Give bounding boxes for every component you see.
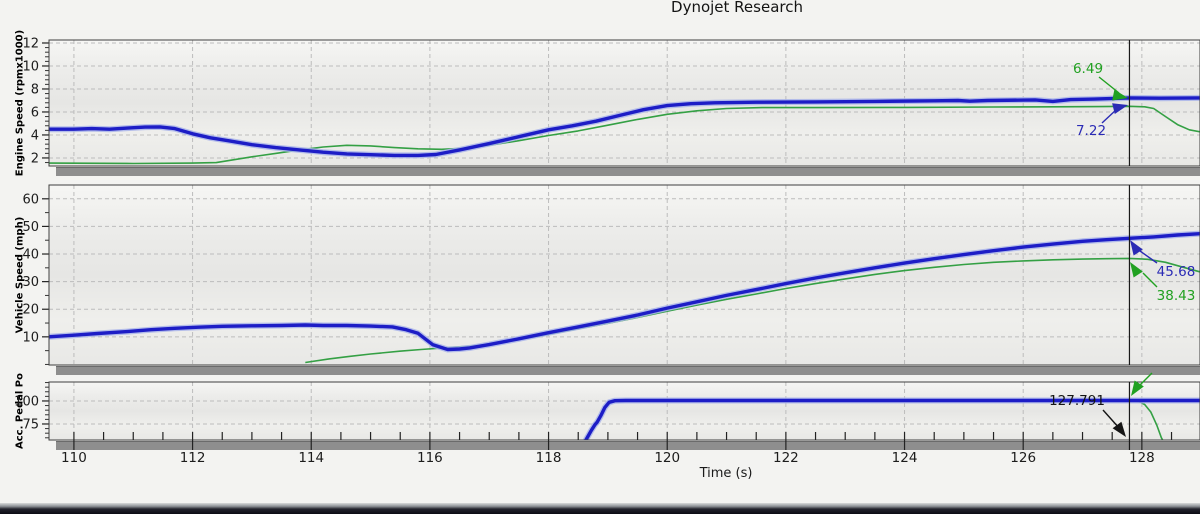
annotation-arrowhead xyxy=(1130,262,1143,278)
acc-pedal-position-plot-area[interactable] xyxy=(49,382,1200,440)
x-tick-label: 118 xyxy=(536,450,562,466)
engine-speed-plot-border xyxy=(48,39,1200,167)
vehicle-speed-blue-trace xyxy=(49,231,1200,352)
annotation-arrowhead xyxy=(1130,240,1143,256)
cursor-value-label: 38.43 xyxy=(1157,288,1196,304)
y-tick-label: 8 xyxy=(31,82,39,97)
y-tick-label: 10 xyxy=(22,59,39,74)
annotation-arrowhead xyxy=(1112,421,1126,437)
cursor-value-label: 7.22 xyxy=(1076,123,1106,139)
y-tick-label: 12 xyxy=(22,36,39,51)
engine-speed-blue-trace xyxy=(49,96,1200,158)
y-tick-label: 10 xyxy=(22,330,39,345)
y-tick-label: 4 xyxy=(31,128,39,143)
y-tick-label: 60 xyxy=(22,192,39,207)
x-tick-label: 120 xyxy=(654,450,680,466)
plot-drop-shadow xyxy=(56,441,1200,450)
y-tick-label: 40 xyxy=(22,248,39,263)
x-tick-label: 124 xyxy=(892,450,918,466)
annotation-arrow-line xyxy=(1142,272,1158,288)
annotation-arrowhead xyxy=(1131,380,1144,396)
x-tick-label: 122 xyxy=(773,450,799,466)
pedal-blue-trace xyxy=(583,398,1200,440)
x-tick-label: 128 xyxy=(1129,450,1155,466)
y-tick-label: 6 xyxy=(31,105,39,120)
cursor-value-label: 45.68 xyxy=(1157,264,1196,280)
x-tick-label: 112 xyxy=(180,450,206,466)
x-tick-label: 126 xyxy=(1010,450,1036,466)
y-tick-label: 20 xyxy=(22,303,39,318)
plot-drop-shadow xyxy=(56,167,1200,176)
y-tick-label: 50 xyxy=(22,220,39,235)
x-tick-label: 116 xyxy=(417,450,443,466)
x-axis-label: Time (s) xyxy=(699,466,753,481)
cursor-value-label: 127.791 xyxy=(1049,393,1105,409)
window-bottom-edge xyxy=(0,503,1200,514)
engine-speed-plot-area[interactable] xyxy=(49,40,1200,166)
vehicle-speed-plot-border xyxy=(48,184,1200,366)
plot-drop-shadow xyxy=(56,366,1200,375)
annotation-arrowhead xyxy=(1112,103,1128,114)
vehicle-speed-plot-area[interactable] xyxy=(49,185,1200,365)
y-tick-label: 75 xyxy=(22,417,39,432)
x-tick-label: 114 xyxy=(298,450,324,466)
page-title: Dynojet Research xyxy=(671,0,803,16)
cursor-value-label: 6.49 xyxy=(1073,61,1103,77)
acc-pedal-position-plot-border xyxy=(48,381,1200,441)
y-tick-label: 100 xyxy=(14,394,39,409)
x-tick-label: 110 xyxy=(61,450,87,466)
y-tick-label: 2 xyxy=(31,151,39,166)
annotation-arrow-line xyxy=(1139,250,1158,264)
y-tick-label: 30 xyxy=(22,275,39,290)
annotation-arrow-line xyxy=(1098,76,1120,94)
annotation-arrowhead xyxy=(1112,89,1128,101)
